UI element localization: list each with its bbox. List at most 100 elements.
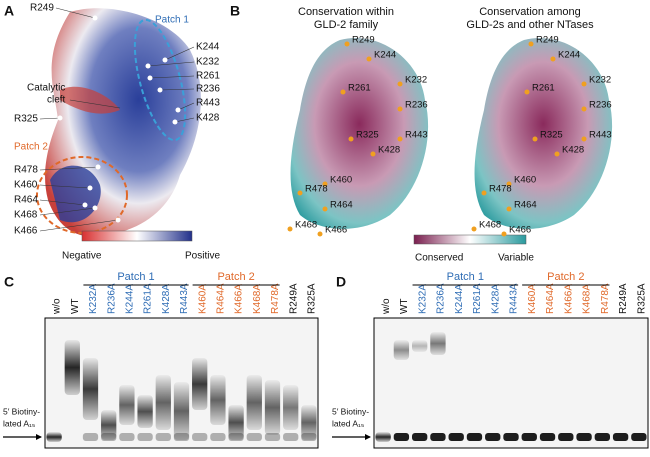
residue-label: K460: [514, 175, 536, 186]
residue-dot: [115, 217, 121, 223]
colorbar-label: Positive: [185, 251, 220, 262]
leader: [39, 219, 119, 232]
residue-label: R261: [196, 71, 220, 82]
lane-label: K428A: [161, 284, 172, 314]
residue-label: R478: [489, 184, 512, 195]
residue-label: R236: [196, 84, 220, 95]
leader: [174, 117, 195, 123]
arrow-head: [36, 434, 42, 440]
residue-dot: [366, 56, 372, 62]
gel-band: [228, 405, 244, 440]
gel-band: [137, 433, 153, 441]
leader: [177, 102, 195, 111]
leader: [39, 166, 99, 171]
lane-label: K244A: [125, 284, 136, 314]
gel-band: [594, 433, 611, 441]
residue-dot: [581, 106, 587, 112]
lane-label: K466A: [234, 284, 245, 314]
residue-dot: [397, 81, 403, 87]
lane-label: K460A: [527, 284, 538, 314]
residue-label: K428: [378, 145, 400, 156]
gel-band: [137, 395, 153, 428]
substrate-label: lated A₁₅: [332, 418, 364, 428]
gel-band: [283, 433, 299, 441]
residue-dot: [506, 181, 512, 187]
residue-label: R236: [405, 100, 428, 111]
residue-label: R443: [405, 130, 428, 141]
residue-label: R325: [14, 114, 38, 125]
residue-dot: [550, 56, 556, 62]
residue-dot: [162, 57, 168, 63]
lane-label: R261A: [472, 283, 483, 314]
residue-label: K244: [558, 50, 580, 61]
residue-dot: [501, 231, 507, 237]
residue-label: R464: [514, 200, 537, 211]
lane-label: R249A: [618, 283, 629, 314]
residue-dot: [172, 119, 178, 125]
substrate-label: 5′ Biotiny-: [332, 406, 369, 416]
colorbar: [413, 234, 527, 245]
leader: [147, 61, 195, 67]
residue-dot: [92, 205, 98, 211]
lane-label: R478A: [600, 283, 611, 314]
gel-band: [228, 433, 244, 441]
residue-dot: [344, 41, 350, 47]
residue-dot: [317, 231, 323, 237]
residue-dot: [175, 107, 181, 113]
gel-band: [612, 433, 629, 441]
patch-label: Patch 1: [117, 271, 154, 283]
gel-band: [246, 375, 262, 430]
gel-band: [521, 433, 537, 441]
residue-dot: [397, 136, 403, 142]
residue-dot: [57, 115, 63, 121]
leader: [149, 75, 195, 79]
gel-band: [119, 433, 135, 441]
lane-label: R443A: [509, 283, 520, 314]
gel-band: [246, 433, 262, 441]
residue-dot: [340, 89, 346, 95]
gel-band: [210, 375, 226, 425]
panel-letter: C: [4, 274, 14, 290]
electrostatic-surface: [36, 8, 201, 237]
residue-label: K232: [405, 75, 427, 86]
residue-label: R236: [589, 100, 612, 111]
residue-label: R478: [14, 165, 38, 176]
residue-label: K232: [589, 75, 611, 86]
lane-label: w/o: [52, 298, 63, 315]
residue-dot: [581, 81, 587, 87]
residue-label: K466: [325, 225, 347, 236]
gel-band: [82, 358, 99, 420]
lane-label: WT: [399, 298, 410, 314]
lane-label: K468A: [252, 284, 263, 314]
lane-label: K468A: [582, 284, 593, 314]
arrow-head: [365, 434, 371, 440]
conservation-surfaces: [290, 38, 613, 229]
leader: [39, 207, 96, 216]
substrate-label: 5′ Biotiny-: [3, 406, 40, 416]
residue-dot: [322, 206, 328, 212]
residue-label: R261: [348, 83, 371, 94]
leader: [39, 117, 61, 120]
residue-label: R249: [352, 35, 375, 46]
lane-label: R478A: [270, 283, 281, 314]
residue-label: K468: [295, 220, 317, 231]
gel-band: [283, 385, 299, 430]
lane-label: R464A: [545, 283, 556, 314]
residue-label: K232: [196, 57, 220, 68]
leader: [164, 46, 195, 61]
residue-label: R464: [14, 195, 38, 206]
gel-band: [119, 385, 135, 425]
lane-label: WT: [70, 298, 81, 314]
lane-label: K460A: [197, 284, 208, 314]
residue-label: R261: [532, 83, 555, 94]
residue-label: R325: [540, 130, 563, 141]
residue-dot: [554, 151, 560, 157]
gel-band: [173, 433, 190, 441]
residue-dot: [348, 136, 354, 142]
residue-dot: [471, 226, 477, 232]
colorbar: [81, 230, 193, 242]
residue-label: K244: [374, 50, 396, 61]
panel-title: GLD-2s and other NTases: [466, 19, 594, 31]
patch-label: Patch 2: [14, 142, 48, 153]
residue-dot: [532, 136, 538, 142]
